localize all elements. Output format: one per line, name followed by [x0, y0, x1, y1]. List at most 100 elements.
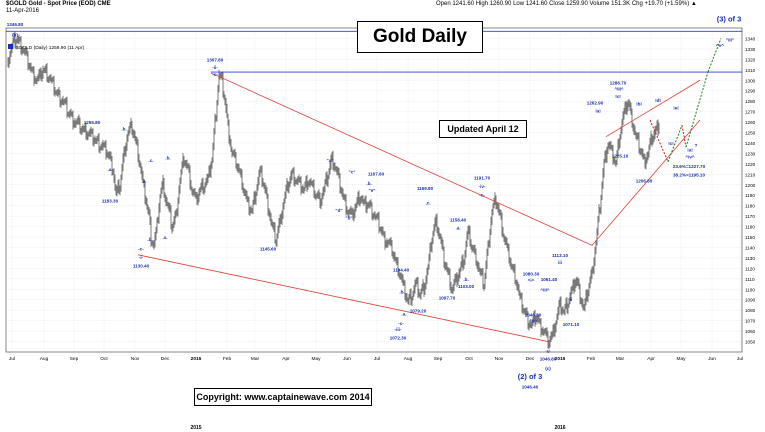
wave-label: -c-: [479, 192, 485, 197]
y-tick-label: 1080: [745, 308, 756, 313]
y-tick-label: 1220: [745, 162, 756, 167]
wave-label: 1225.10: [612, 154, 629, 159]
wave-label: .a.: [455, 226, 460, 231]
wave-label: ^iii^: [614, 87, 624, 92]
y-tick-label: 1240: [745, 141, 756, 146]
y-tick-label: 1120: [745, 266, 755, 271]
wave-label: 1080.30: [523, 272, 540, 277]
x-tick-label: Sep: [434, 356, 443, 362]
wave-label: 1169.80: [417, 186, 434, 191]
wave-label: !a!: [687, 147, 693, 152]
x-tick-label: Jun: [708, 356, 716, 362]
wave-label: 1103.00: [458, 284, 475, 289]
wave-label: 1072.30: [390, 335, 407, 340]
y-tick-label: 1160: [745, 225, 755, 230]
y-tick-label: 1230: [745, 151, 756, 156]
x-tick-label: Sep: [70, 356, 79, 362]
x-tick-label: Nov: [495, 356, 504, 362]
wave-label: ^ii^: [529, 319, 537, 324]
wave-label: ^i^: [528, 278, 535, 283]
legend-text: $GOLD (Daily) 1259.90 (11 Apr): [16, 45, 85, 51]
x-tick-label: Dec: [526, 356, 535, 362]
y-tick-label: 1200: [745, 183, 756, 188]
wave-label: (2) of 3: [518, 372, 543, 381]
wave-label: 1286.70: [610, 80, 627, 85]
plot-frame: [5, 27, 743, 353]
wave-label: 1262.90: [587, 100, 604, 105]
wave-label: -iv-: [479, 184, 486, 189]
wave-label: .b.: [121, 126, 126, 131]
updated-note: Updated April 12: [439, 120, 527, 138]
y-tick-label: 1180: [745, 204, 755, 209]
wave-label: 1104.40: [393, 268, 410, 273]
wave-label: -c-: [398, 321, 404, 326]
wave-label: 1046.80: [540, 356, 557, 361]
x-tick-label: Jul: [9, 356, 15, 362]
wave-label: 1061.40: [541, 277, 558, 282]
wave-label: .x.: [162, 235, 167, 240]
wave-label: "a": [327, 158, 334, 163]
wave-label: ^v^: [716, 43, 724, 48]
x-tick-label: Feb: [587, 356, 596, 362]
projection-arrow-green: [667, 125, 683, 162]
chart-date: 11-Apr-2016: [6, 8, 39, 14]
trend-line: [137, 254, 549, 342]
wave-label: ii: [570, 297, 573, 302]
wave-label: (b): [12, 32, 18, 37]
projection-arrow-green: [707, 38, 722, 73]
x-tick-label: May: [311, 356, 321, 362]
wave-label: (c): [545, 366, 551, 371]
wave-label: .c.: [425, 201, 430, 206]
y-tick-label: 1100: [745, 287, 755, 292]
wave-label: 1307.80: [207, 57, 224, 62]
wave-label: 1183.30: [102, 199, 119, 204]
x-year-label: 2015: [190, 425, 201, 431]
ohlc-readout: Open 1241.60 High 1260.90 Low 1241.60 Cl…: [436, 1, 697, 7]
wave-label: 1191.70: [474, 176, 491, 181]
copyright-note: Copyright: www.captainewave.com 2014: [194, 388, 372, 406]
x-tick-label: Jul: [374, 356, 380, 362]
y-tick-label: 1330: [745, 47, 756, 52]
wave-label: 38.2%=1195.10: [673, 172, 706, 177]
y-tick-label: 1050: [745, 340, 756, 345]
wave-label: !c!: [668, 141, 674, 146]
x-tick-label: 2016: [555, 356, 566, 362]
projection-arrow-red: [681, 125, 687, 148]
y-tick-label: 1260: [745, 120, 756, 125]
wave-label: iii: [558, 260, 562, 265]
wave-label: 1079.20: [410, 308, 427, 313]
wave-label: 1346.80: [7, 22, 24, 27]
wave-label: ?: [695, 143, 698, 148]
wave-label: -c-: [212, 72, 218, 77]
wave-label: .b.: [165, 156, 170, 161]
trend-line: [605, 79, 701, 138]
x-tick-label: Oct: [100, 356, 108, 362]
x-tick-label: Dec: [161, 356, 170, 362]
chart-title: Gold Daily: [357, 21, 483, 53]
wave-label: !a!: [595, 109, 601, 114]
wave-label: -i-: [139, 255, 144, 260]
y-tick-label: 1190: [745, 193, 755, 198]
x-tick-label: Jun: [343, 356, 351, 362]
wave-label: 1046.40: [522, 385, 539, 390]
wave-label: -iii-: [395, 327, 402, 332]
wave-label: .b.: [463, 277, 468, 282]
wave-label: (3) of 3: [717, 15, 742, 24]
projection-arrow-green: [685, 71, 709, 148]
wave-label: -V-: [545, 349, 551, 354]
y-tick-label: 1290: [745, 89, 756, 94]
wave-label: .b.: [399, 289, 404, 294]
x-tick-label: Mar: [616, 356, 625, 362]
y-tick-label: 1310: [745, 68, 756, 73]
x-tick-label: Aug: [404, 356, 413, 362]
wave-label: 1097.70: [439, 296, 456, 301]
x-tick-label: Nov: [131, 356, 140, 362]
wave-label: 1113.10: [552, 253, 569, 258]
wave-label: "c": [349, 169, 356, 174]
wave-label: 23.6%=1227.70: [673, 164, 706, 169]
wave-label: 1130.40: [133, 263, 150, 268]
wave-label: 1071.10: [563, 322, 580, 327]
wave-label: ^iv^: [685, 155, 695, 160]
